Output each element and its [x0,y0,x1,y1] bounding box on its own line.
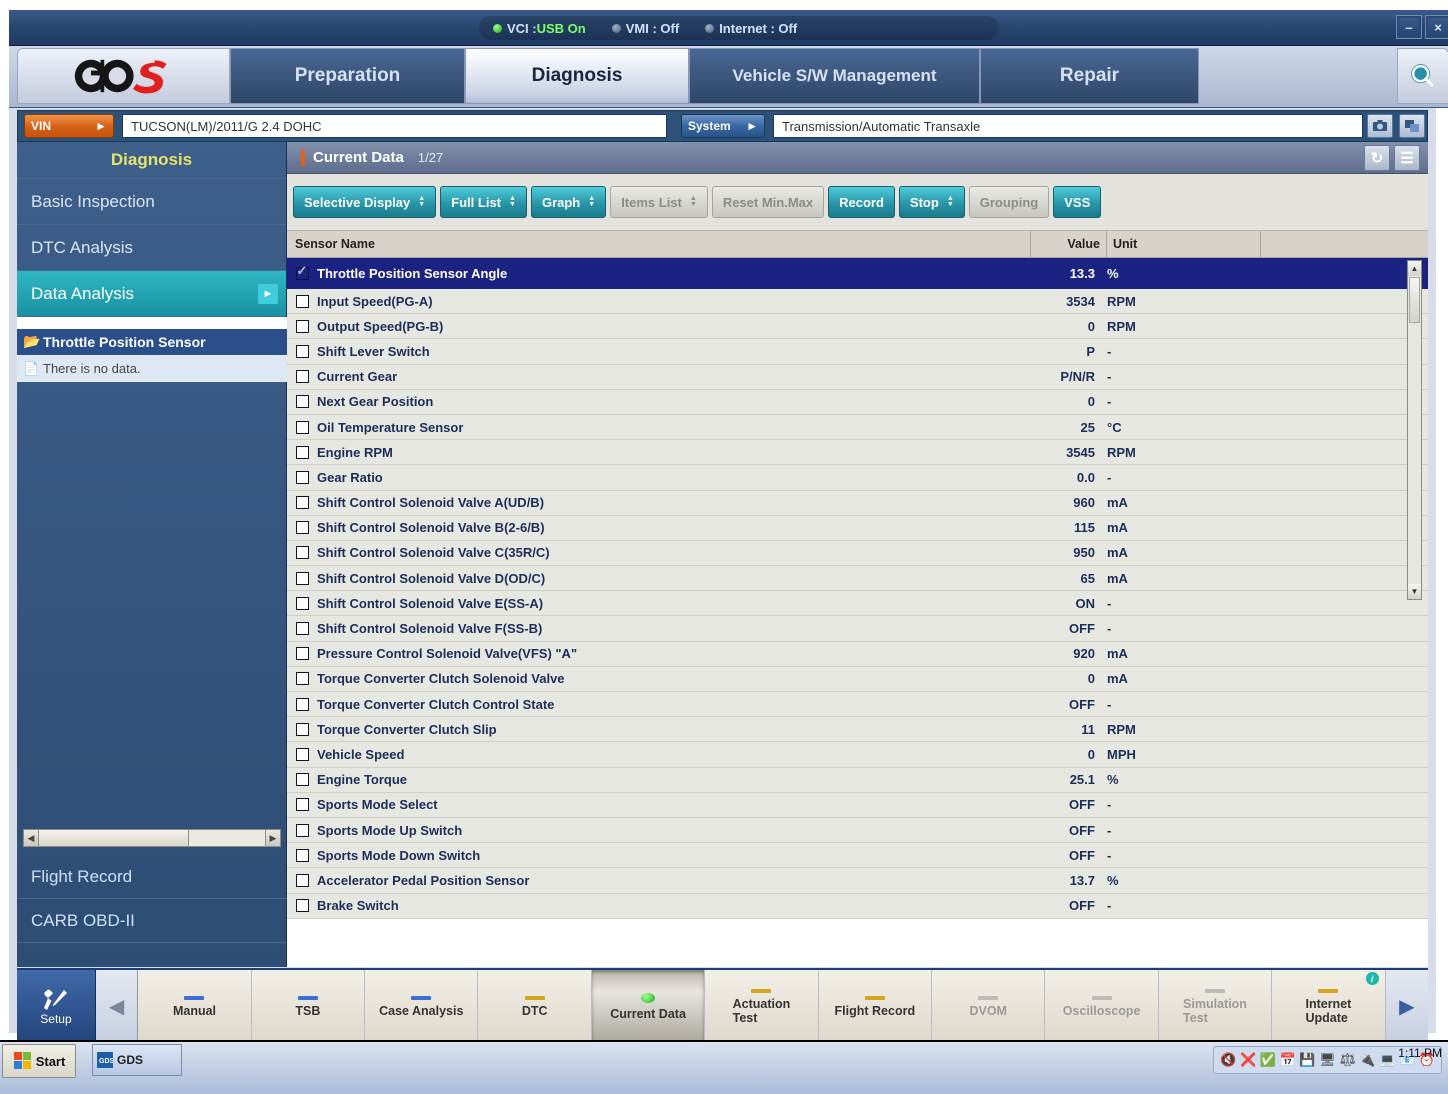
svg-text:GDS: GDS [99,1058,113,1065]
